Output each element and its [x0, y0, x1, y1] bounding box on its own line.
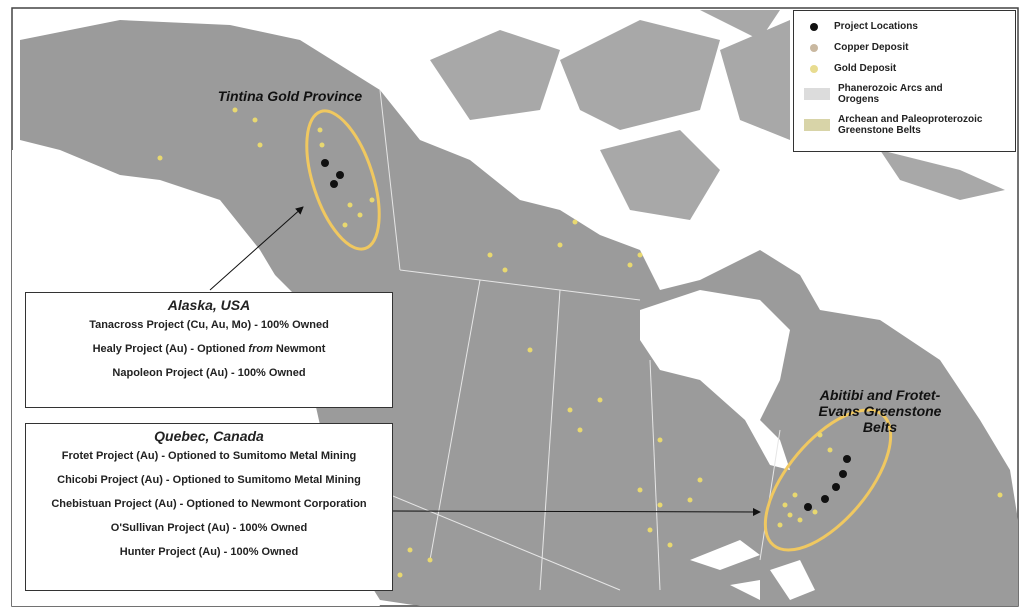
gold-deposit-marker [792, 492, 798, 498]
legend-item: Gold Deposit [804, 63, 896, 74]
project-row: Napoleon Project (Au) - 100% Owned [112, 367, 306, 379]
gold-deposit-marker [369, 197, 375, 203]
legend-item: Project Locations [804, 21, 918, 32]
legend-item: Copper Deposit [804, 42, 908, 53]
legend: Project Locations Copper Deposit Gold De… [793, 10, 1016, 152]
gold-deposit-marker [997, 492, 1003, 498]
gold-deposit-marker [637, 252, 643, 258]
gold-deposit-marker [347, 202, 353, 208]
gray-swatch-icon [804, 88, 830, 100]
gold-deposit-marker [252, 117, 258, 123]
project-marker[interactable] [321, 159, 329, 167]
gold-deposit-marker [527, 347, 533, 353]
gold-deposit-marker [827, 447, 833, 453]
gold-deposit-marker [657, 502, 663, 508]
gold-deposit-marker [797, 517, 803, 523]
province-borders [329, 89, 781, 591]
gold-deposit-marker [667, 542, 673, 548]
gold-deposit-marker [157, 155, 163, 161]
quebec-arrow [391, 507, 761, 516]
project-marker[interactable] [832, 483, 840, 491]
olive-swatch-icon [804, 119, 830, 131]
gold-deposit-marker [627, 262, 633, 268]
project-marker[interactable] [843, 455, 851, 463]
legend-item: Archean and Paleoproterozoic Greenstone … [804, 114, 1014, 136]
gold-deposit-marker [787, 512, 793, 518]
project-row: Hunter Project (Au) - 100% Owned [119, 546, 299, 558]
yellow-dot-icon [810, 64, 818, 73]
project-marker[interactable] [839, 470, 847, 478]
black-dot-icon [810, 22, 818, 31]
gold-deposit-marker [342, 222, 348, 228]
gold-deposit-marker [257, 142, 263, 148]
abitibi-label: Abitibi and Frotet-Evans Greenstone Belt… [818, 387, 942, 435]
project-row: Chebistuan Project (Au) - Optioned to Ne… [51, 498, 367, 510]
alaska-title: Alaska, USA [167, 297, 251, 313]
arctic-islands [430, 10, 1005, 220]
project-marker[interactable] [330, 180, 338, 188]
quebec-projects-box: Quebec, Canada Frotet Project (Au) - Opt… [25, 423, 393, 591]
great-lakes [690, 540, 815, 600]
project-marker[interactable] [336, 171, 344, 179]
gold-deposit-marker [657, 437, 663, 443]
project-row: Chicobi Project (Au) - Optioned to Sumit… [57, 474, 361, 486]
gold-deposit-marker [777, 522, 783, 528]
gold-deposit-marker [567, 407, 573, 413]
tintina-ellipse [305, 109, 381, 251]
gold-deposit-marker [319, 142, 325, 148]
project-marker[interactable] [804, 503, 812, 511]
gold-deposit-marker [812, 509, 818, 515]
project-row: Frotet Project (Au) - Optioned to Sumito… [61, 450, 357, 462]
tintina-label: Tintina Gold Province [217, 88, 363, 104]
hudson-bay [640, 290, 790, 470]
project-row: O'Sullivan Project (Au) - 100% Owned [110, 522, 308, 534]
legend-label: Archean and Paleoproterozoic Greenstone … [838, 114, 983, 136]
quebec-title: Quebec, Canada [154, 428, 264, 444]
gold-deposit-marker [572, 219, 578, 225]
gold-deposit-marker [817, 432, 823, 438]
legend-item: Phanerozoic Arcs and Orogens [804, 83, 1004, 105]
legend-label: Project Locations [834, 21, 918, 32]
alaska-projects-box: Alaska, USA Tanacross Project (Cu, Au, M… [25, 292, 393, 408]
gold-deposit-marker [597, 397, 603, 403]
gold-deposit-marker [697, 477, 703, 483]
gold-deposit-marker [782, 502, 788, 508]
project-row: Healy Project (Au) - Optioned from Newmo… [92, 343, 326, 355]
gold-deposit-marker [427, 557, 433, 563]
gold-deposit-marker [557, 242, 563, 248]
gold-deposit-marker [397, 572, 403, 578]
gold-deposit-marker [647, 527, 653, 533]
legend-label: Copper Deposit [834, 42, 909, 53]
gold-deposits [157, 107, 1003, 578]
abitibi-ellipse [763, 408, 893, 552]
gold-deposit-marker [687, 497, 693, 503]
legend-label: Gold Deposit [834, 63, 897, 74]
project-locations [321, 159, 851, 511]
project-row: Tanacross Project (Cu, Au, Mo) - 100% Ow… [89, 319, 329, 331]
gold-deposit-marker [487, 252, 493, 258]
gold-deposit-marker [317, 127, 323, 133]
gold-deposit-marker [637, 487, 643, 493]
gold-deposit-marker [577, 427, 583, 433]
tan-dot-icon [810, 43, 818, 52]
gold-deposit-marker [232, 107, 238, 113]
legend-label: Phanerozoic Arcs and Orogens [838, 83, 943, 105]
gold-deposit-marker [407, 547, 413, 553]
gold-deposit-marker [502, 267, 508, 273]
alaska-arrow [209, 206, 304, 291]
project-marker[interactable] [821, 495, 829, 503]
gold-deposit-marker [357, 212, 363, 218]
